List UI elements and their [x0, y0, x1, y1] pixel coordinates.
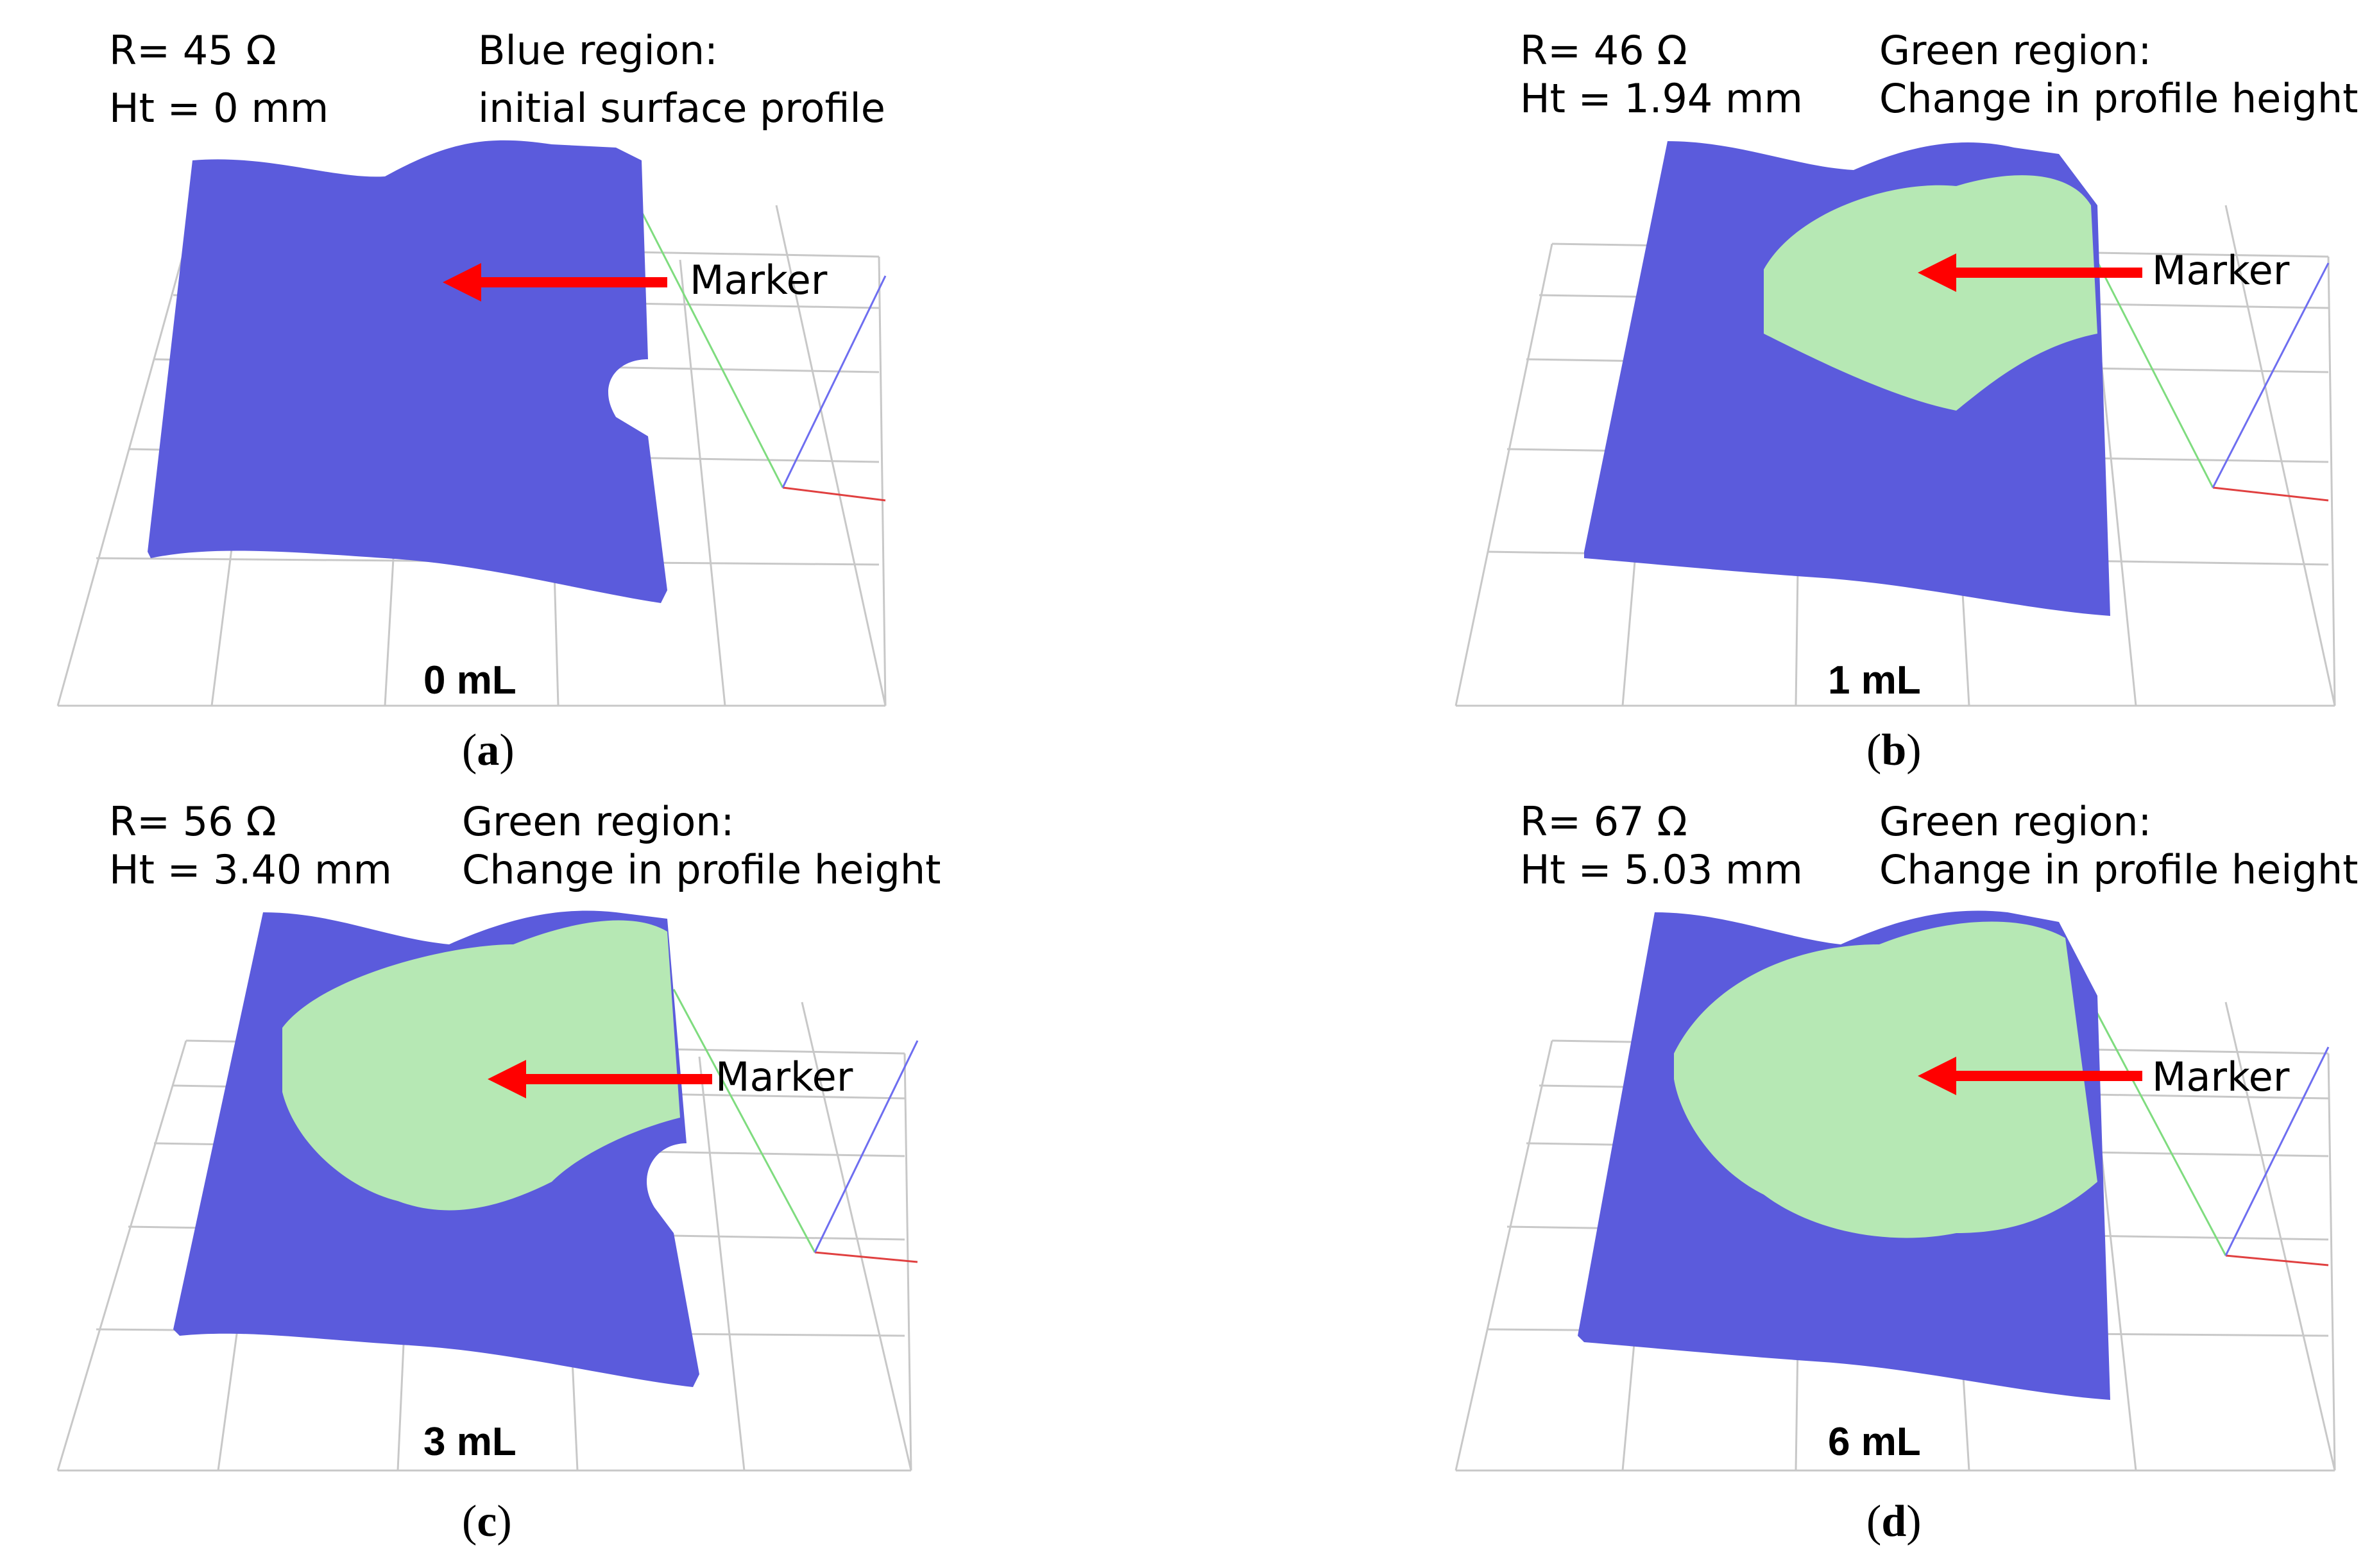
region-description: Change in profile height	[462, 846, 941, 893]
surface-green	[1674, 921, 2097, 1238]
surface-scan-image	[56, 140, 887, 707]
caption-letter: c	[477, 1497, 497, 1546]
height-label: Ht = 0 mm	[109, 85, 329, 132]
marker-arrow	[1918, 1057, 2142, 1095]
panel-caption: (a)	[462, 726, 515, 775]
resistance-label: R= 56 Ω	[109, 798, 277, 845]
caption-letter: d	[1881, 1497, 1907, 1546]
height-label: Ht = 1.94 mm	[1520, 75, 1803, 122]
surface-scan-image	[56, 910, 919, 1472]
panel-caption: (d)	[1866, 1497, 1922, 1546]
caption-letter: a	[477, 726, 500, 775]
volume-label: 6 mL	[1828, 1420, 1921, 1464]
caption-letter: b	[1881, 726, 1907, 775]
panel-caption: (c)	[462, 1497, 512, 1546]
axes	[2083, 989, 2330, 1266]
surface-green	[1764, 175, 2097, 411]
marker-label: Marker	[715, 1053, 853, 1100]
marker-arrow	[488, 1060, 712, 1098]
panel-c: R= 56 Ω Ht = 3.40 mm Green region: Chang…	[0, 784, 1186, 1568]
surface-green	[282, 920, 680, 1211]
resistance-label: R= 67 Ω	[1520, 798, 1687, 845]
height-label: Ht = 5.03 mm	[1520, 846, 1803, 893]
panel-b: R= 46 Ω Ht = 1.94 mm Green region: Chang…	[1186, 0, 2372, 784]
panel-d: R= 67 Ω Ht = 5.03 mm Green region: Chang…	[1186, 784, 2372, 1568]
marker-arrow	[443, 263, 667, 302]
region-description: initial surface profile	[478, 85, 885, 132]
volume-label: 3 mL	[423, 1420, 516, 1464]
marker-arrow	[1918, 253, 2142, 292]
volume-label: 1 mL	[1828, 658, 1921, 703]
panel-caption: (b)	[1866, 726, 1922, 775]
region-description: Change in profile height	[1879, 75, 2359, 122]
region-title: Blue region:	[478, 27, 718, 74]
region-title: Green region:	[1879, 798, 2152, 845]
height-label: Ht = 3.40 mm	[109, 846, 392, 893]
region-description: Change in profile height	[1879, 846, 2359, 893]
resistance-label: R= 46 Ω	[1520, 27, 1687, 74]
surface-scan-image	[1455, 910, 2336, 1472]
volume-label: 0 mL	[423, 658, 516, 703]
surface-blue	[148, 140, 667, 603]
marker-label: Marker	[2152, 1053, 2290, 1100]
panel-a: R= 45 Ω Ht = 0 mm Blue region: initial s…	[0, 0, 1186, 784]
region-title: Green region:	[1879, 27, 2152, 74]
axes	[640, 211, 887, 502]
resistance-label: R= 45 Ω	[109, 27, 277, 74]
surface-scan-image	[1455, 141, 2336, 707]
axes	[672, 989, 919, 1263]
region-title: Green region:	[462, 798, 735, 845]
marker-label: Marker	[690, 257, 828, 303]
marker-label: Marker	[2152, 247, 2290, 294]
